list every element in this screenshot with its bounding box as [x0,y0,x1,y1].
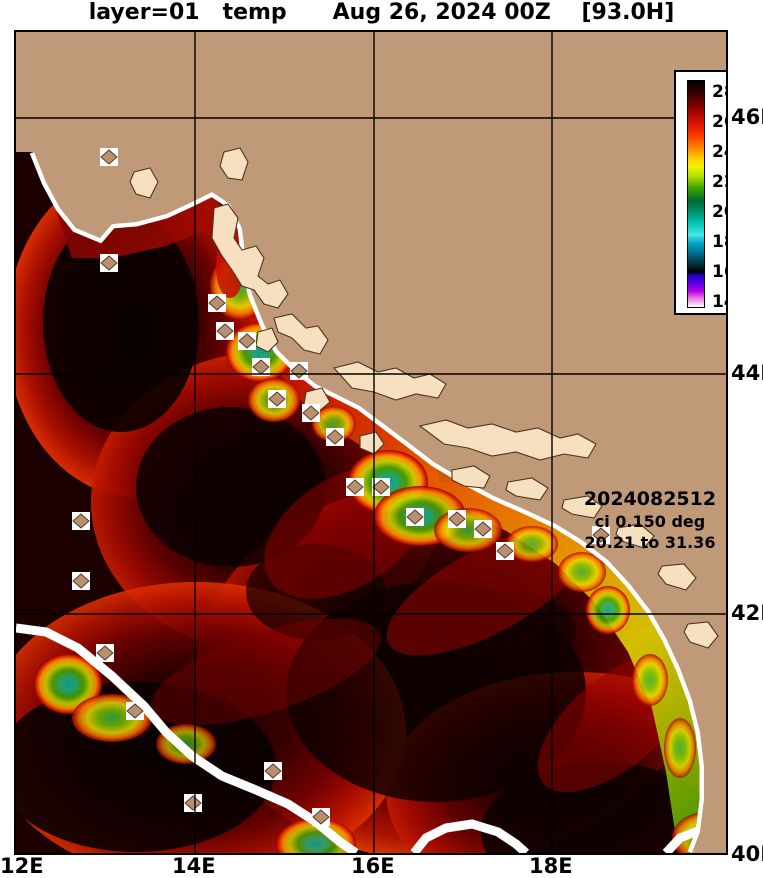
temperature-field-svg [16,32,726,853]
land-wedges [16,32,726,853]
colorbar-tick-22: 22 [712,172,726,192]
xtick-12E: 12E [0,854,44,878]
colorbar-gradient [688,81,704,307]
ytick-46N: 46N [731,105,763,129]
ytick-44N: 44N [731,361,763,385]
xtick-14E: 14E [172,854,216,878]
xtick-18E: 18E [529,854,573,878]
islet-markers [72,148,610,826]
ytick-42N: 42N [731,601,763,625]
colorbar-tick-28: 28 [712,82,726,102]
colorbar-tick-18: 18 [712,232,726,252]
annotation-ci: ci 0.150 deg [594,512,706,531]
annotation-cycle: 2024082512 [583,488,717,510]
colorbar-tick-20: 20 [712,202,726,222]
figure-title: layer=01 temp Aug 26, 2024 00Z [93.0H] [88,0,675,25]
xtick-16E: 16E [351,854,395,878]
colorbar-tick-16: 16 [712,262,726,282]
map-plot-area: 2024082512 ci 0.150 deg 20.21 to 31.36 2… [14,30,728,855]
annotation-range: 20.21 to 31.36 [584,533,716,552]
colorbar-tick-14: 14 [712,292,726,312]
colorbar-tick-26: 26 [712,112,726,132]
grid-lines [16,32,726,853]
colorbar-legend: 28 26 24 22 20 18 16 14 [674,70,726,315]
run-annotation: 2024082512 ci 0.150 deg 20.21 to 31.36 [570,487,726,553]
ytick-40N: 40N [731,842,763,866]
colorbar-tick-24: 24 [712,142,726,162]
colorbar-strip [687,80,705,308]
